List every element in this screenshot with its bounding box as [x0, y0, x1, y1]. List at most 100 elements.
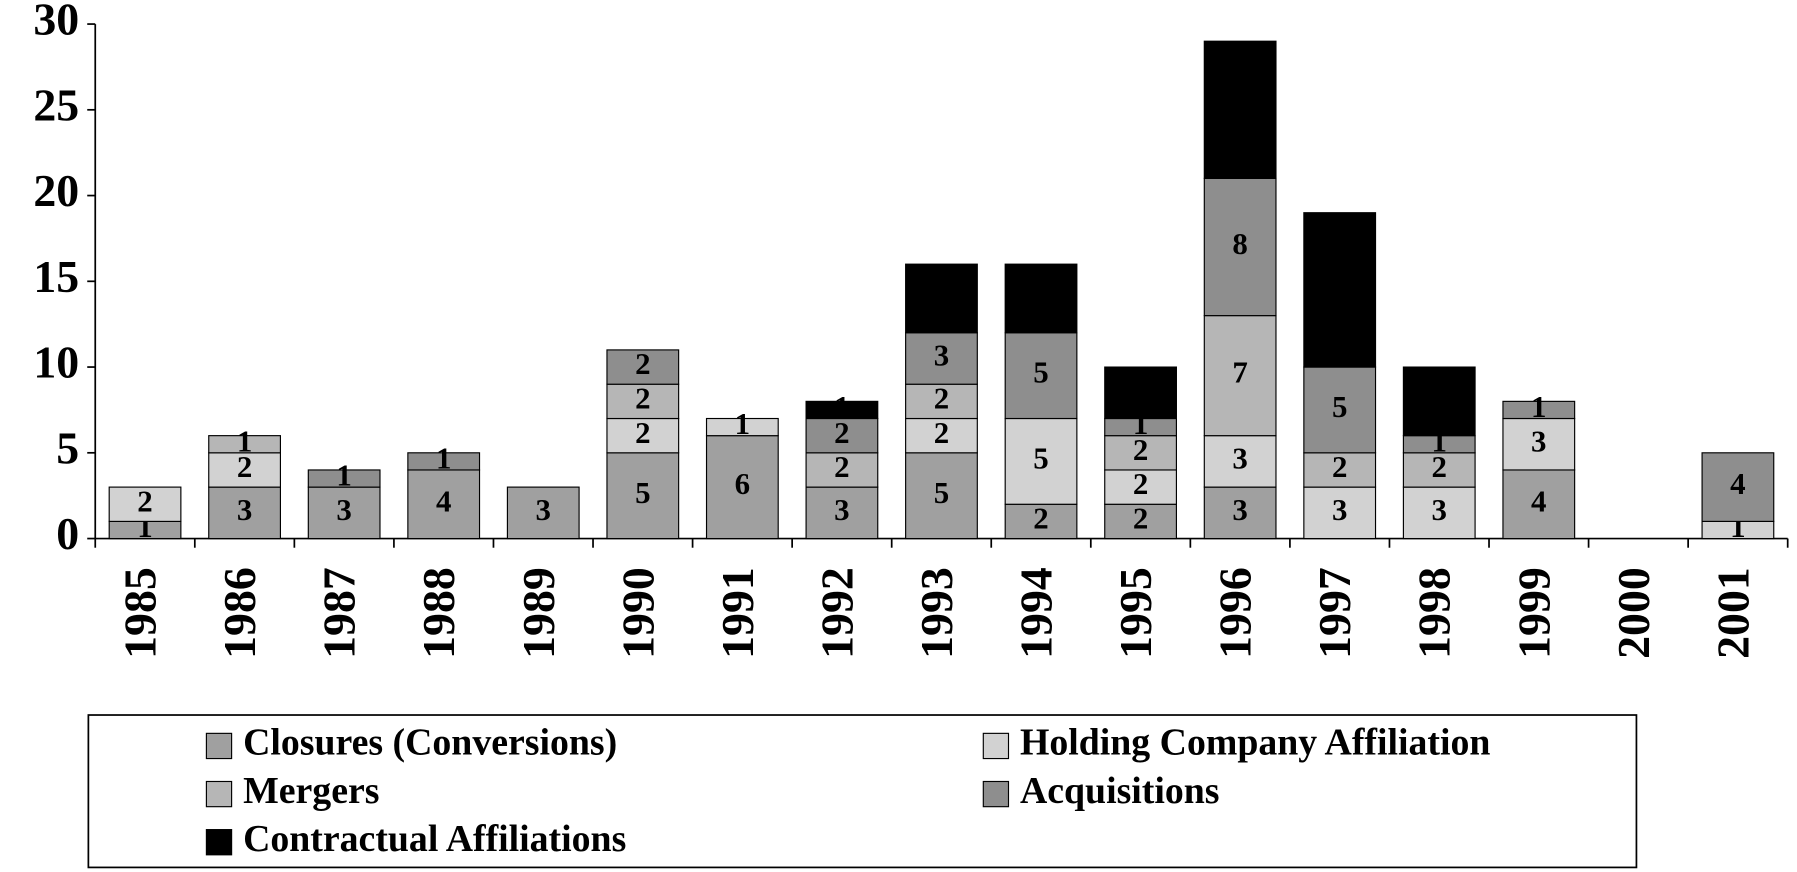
x-tick-label: 1995 — [1110, 567, 1161, 659]
bar-segment — [1402, 452, 1476, 488]
data-label: 1 — [237, 423, 252, 458]
bar-segment — [1104, 435, 1177, 471]
data-label: 8 — [1232, 89, 1247, 124]
data-label: 9 — [1332, 269, 1347, 304]
data-label: 2 — [1133, 466, 1148, 501]
data-label: 3 — [834, 492, 849, 527]
x-tick-label: 2000 — [1608, 567, 1659, 659]
y-tick-label: 15 — [33, 251, 79, 302]
bar-segment — [1402, 366, 1476, 437]
data-label: 2 — [834, 449, 849, 484]
bar-segment — [1303, 486, 1377, 540]
x-tick-label: 1987 — [314, 567, 365, 659]
bar-segment — [1303, 212, 1377, 368]
legend-swatch — [205, 780, 233, 808]
legend-label: Mergers — [243, 770, 379, 812]
bar-segment — [1004, 417, 1078, 505]
data-label: 3 — [1133, 372, 1148, 407]
x-tick-label: 1991 — [712, 567, 763, 659]
data-label: 5 — [1332, 389, 1347, 424]
x-tick-label: 1994 — [1011, 567, 1062, 659]
data-label: 2 — [1033, 500, 1048, 535]
data-label: 5 — [934, 475, 949, 510]
data-label: 1 — [1531, 389, 1546, 424]
data-label: 2 — [635, 415, 650, 450]
data-label: 2 — [137, 483, 152, 518]
data-label: 3 — [1432, 492, 1447, 527]
data-label: 2 — [635, 346, 650, 381]
bar-segment — [606, 452, 680, 540]
bar-segment — [208, 486, 281, 540]
y-tick-label: 10 — [33, 337, 79, 388]
x-tick-label: 1985 — [115, 567, 166, 659]
data-label: 3 — [1332, 492, 1347, 527]
bar-segment — [805, 486, 879, 540]
x-tick-label: 1988 — [413, 567, 464, 659]
data-label: 4 — [1033, 278, 1048, 313]
data-label: 3 — [934, 338, 949, 373]
legend-swatch — [982, 780, 1010, 808]
legend-label: Holding Company Affiliation — [1020, 722, 1490, 764]
data-label: 4 — [1531, 483, 1546, 518]
bar-segment — [208, 452, 281, 488]
y-tick-label: 25 — [33, 79, 79, 130]
legend-swatch — [205, 829, 233, 856]
bar-segment — [1502, 400, 1576, 420]
bar-segment — [606, 383, 680, 420]
data-label: 4 — [934, 278, 949, 313]
bar-segment — [1203, 486, 1277, 540]
bar-segment — [805, 452, 879, 488]
bar-segment — [1203, 40, 1277, 179]
x-tick-label: 1999 — [1508, 567, 1559, 659]
data-label: 2 — [1432, 449, 1447, 484]
bar-segment — [108, 486, 182, 522]
bar-segment — [705, 435, 779, 540]
bar-segment — [905, 452, 978, 540]
y-tick-label: 0 — [56, 508, 79, 559]
bar-segment — [1303, 366, 1377, 454]
data-label: 1 — [834, 389, 849, 424]
data-label: 4 — [436, 483, 451, 518]
data-label: 4 — [1730, 466, 1745, 501]
bar-segment — [1203, 315, 1277, 437]
x-tick-label: 1992 — [811, 567, 862, 659]
data-label: 2 — [934, 415, 949, 450]
bar-segment — [1004, 332, 1078, 420]
data-label: 8 — [1232, 226, 1247, 261]
data-label: 1 — [735, 406, 750, 441]
y-tick-label: 5 — [56, 422, 79, 473]
bar-segment — [805, 400, 879, 420]
legend-label: Acquisitions — [1020, 770, 1220, 812]
bar-segment — [1502, 469, 1576, 540]
data-label: 5 — [1033, 440, 1048, 475]
y-tick-label: 20 — [33, 165, 79, 216]
legend-swatch — [982, 732, 1010, 760]
legend-swatch — [205, 732, 233, 760]
x-tick-label: 1998 — [1409, 567, 1460, 659]
legend-box — [87, 714, 1638, 869]
x-tick-label: 1989 — [513, 567, 564, 659]
data-label: 2 — [635, 380, 650, 415]
bar-segment — [606, 417, 680, 454]
bar-segment — [805, 417, 879, 454]
legend-label: Closures (Conversions) — [243, 722, 617, 764]
data-label: 5 — [635, 475, 650, 510]
x-tick-label: 1996 — [1210, 567, 1261, 659]
data-label: 2 — [834, 415, 849, 450]
data-label: 3 — [536, 492, 551, 527]
bar-segment — [1104, 503, 1177, 540]
bar-segment — [606, 349, 680, 385]
x-tick-label: 1990 — [612, 567, 663, 659]
bar-segment — [905, 383, 978, 420]
data-label: 3 — [336, 492, 351, 527]
data-label: 1 — [436, 440, 451, 475]
bar-segment — [905, 263, 978, 334]
data-label: 2 — [1133, 432, 1148, 467]
data-label: 2 — [934, 380, 949, 415]
legend-label: Contractual Affiliations — [243, 818, 626, 860]
data-label: 1 — [336, 458, 351, 493]
bar-segment — [1701, 452, 1775, 522]
x-tick-label: 1986 — [214, 567, 265, 659]
data-label: 2 — [1332, 449, 1347, 484]
data-label: 4 — [1432, 380, 1447, 415]
